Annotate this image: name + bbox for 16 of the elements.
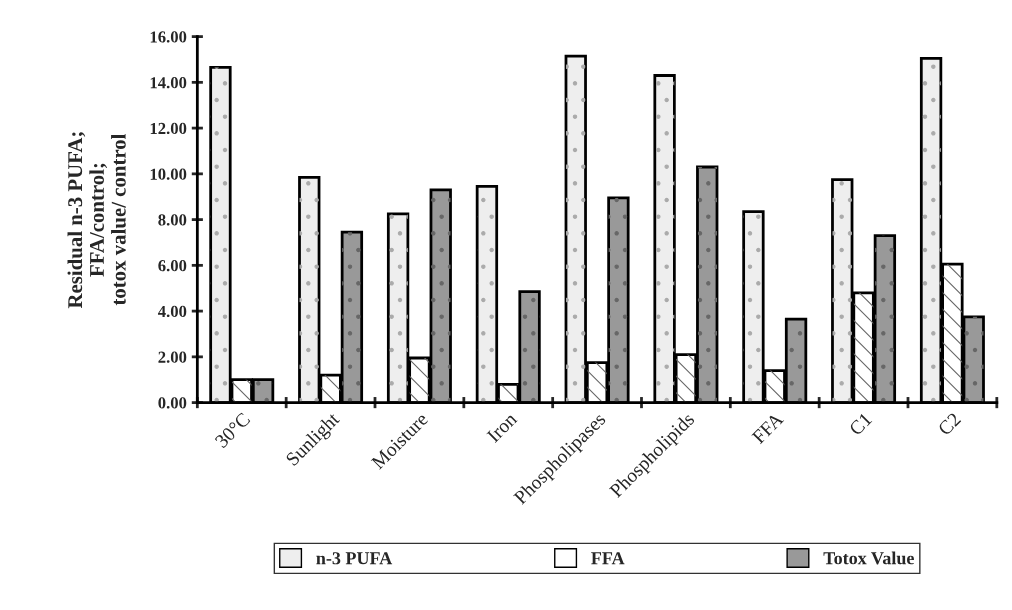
legend-label: n-3 PUFA: [316, 552, 393, 565]
y-tick-label: 12.00: [150, 122, 187, 135]
legend-label: Totox Value: [823, 551, 914, 565]
y-tick-label: 4.00: [157, 305, 187, 318]
y-tick-label: 16.00: [150, 31, 187, 43]
y-tick-label: 0.00: [158, 397, 187, 409]
x-tick-label: C1: [848, 412, 873, 437]
y-tick-label: 6.00: [158, 260, 187, 272]
x-tick-label: C2: [937, 412, 962, 437]
y-tick-label: 8.00: [158, 214, 187, 226]
legend-label: FFA: [591, 552, 625, 565]
y-tick-label: 2.00: [158, 351, 187, 363]
y-tick-label: 10.00: [150, 168, 187, 180]
y-axis-title: Residual n-3 PUFA; FFA/control; totox value/ control: [67, 132, 126, 309]
x-tick-label: FFA: [751, 411, 785, 445]
y-tick-label: 14.00: [150, 77, 187, 89]
